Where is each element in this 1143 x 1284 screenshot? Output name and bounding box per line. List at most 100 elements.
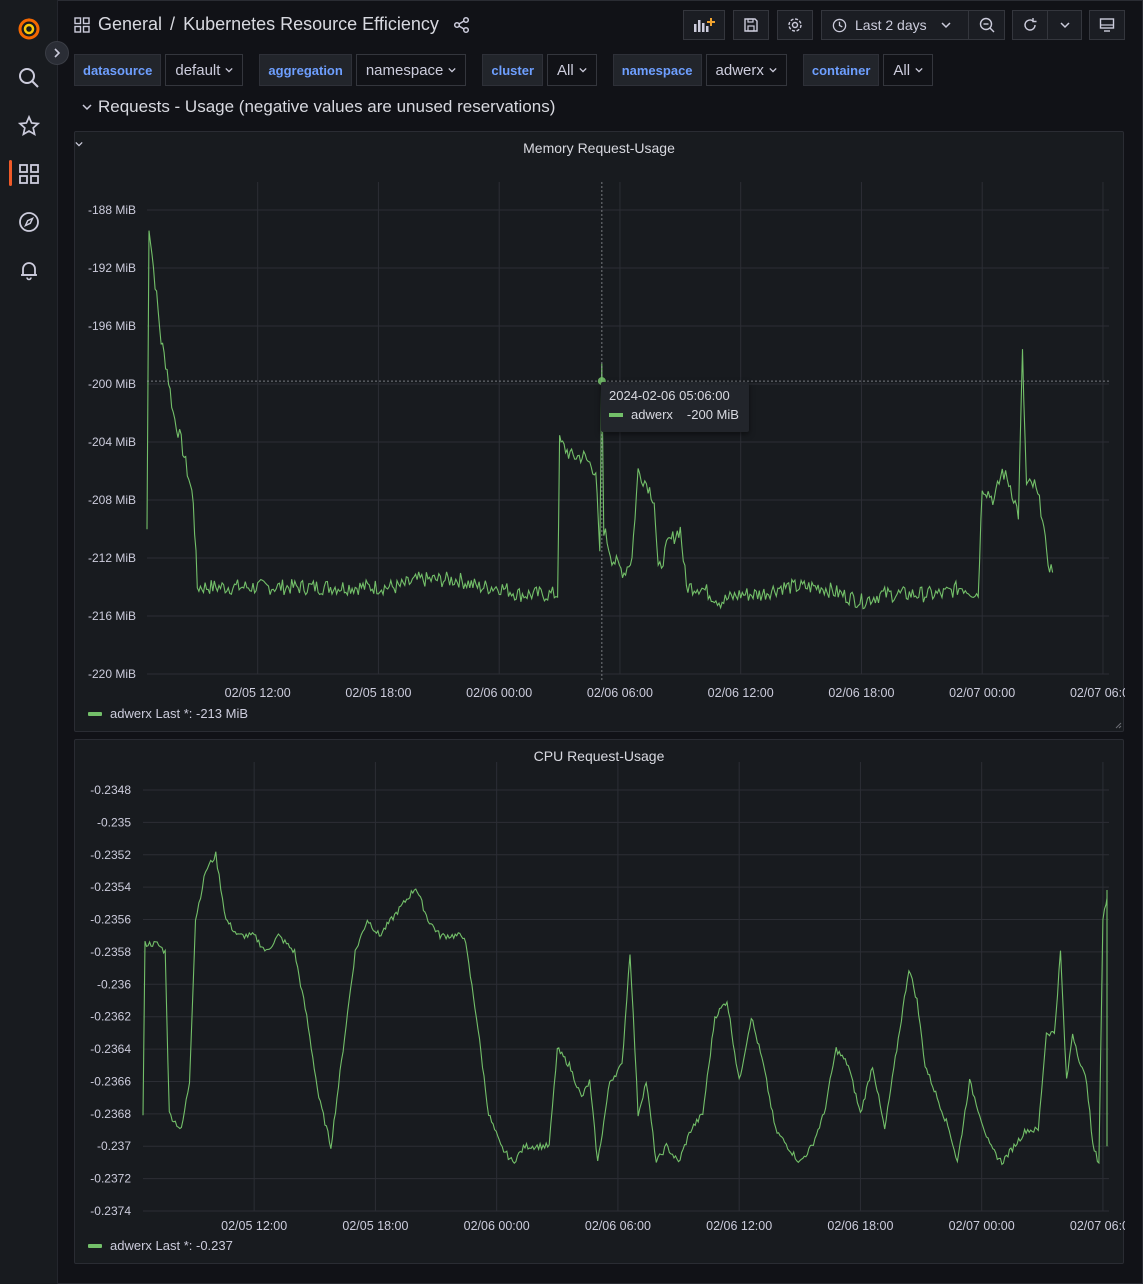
alerting-bell-icon[interactable] (14, 255, 44, 285)
add-panel-button[interactable] (683, 10, 725, 40)
x-tick-label: 02/06 00:00 (466, 686, 532, 700)
resize-handle-icon (1115, 722, 1122, 729)
variable-value: namespace (365, 61, 444, 79)
y-tick-label: -0.2366 (90, 1074, 131, 1088)
chevron-down-icon (448, 67, 457, 73)
tv-mode-button[interactable] (1089, 10, 1125, 40)
cpu-panel[interactable]: CPU Request-Usage -0.2348 -0.235 -0.2352 -0… (74, 739, 1125, 1265)
variable-label-datasource: datasource (74, 54, 162, 86)
variable-select-namespace[interactable]: adwerx (705, 54, 787, 86)
variable-label-container: container (802, 54, 880, 86)
cpu-panel-title: CPU Request-Usage (533, 748, 665, 764)
y-tick-label: -0.2374 (90, 1204, 131, 1218)
template-variables: datasource default aggregation namespace… (74, 54, 934, 86)
x-tick-label: 02/05 12:00 (221, 1219, 287, 1233)
x-tick-label: 02/07 00:00 (949, 1219, 1015, 1233)
tooltip-swatch (609, 412, 623, 417)
y-tick-label: -0.2348 (90, 783, 131, 797)
memory-legend[interactable]: adwerx Last *: -213 MiB (88, 706, 248, 721)
save-dashboard-button[interactable] (733, 10, 769, 40)
explore-compass-icon[interactable] (14, 207, 44, 237)
clock-icon (832, 18, 847, 32)
variable-label-aggregation: aggregation (259, 54, 352, 86)
gear-icon (788, 18, 802, 32)
variable-label-cluster: cluster (482, 54, 544, 86)
cpu-chart[interactable]: -0.2348 -0.235 -0.2352 -0.2354 -0.2356 -0.235… (75, 740, 1125, 1265)
y-tick-label: -212 MiB (88, 551, 136, 565)
search-icon[interactable] (14, 63, 44, 93)
x-tick-label: 02/06 06:00 (585, 1219, 651, 1233)
series-line-adwerx (142, 851, 1108, 1166)
refresh-interval-dropdown[interactable] (1048, 10, 1082, 40)
x-tick-label: 02/05 18:00 (342, 1219, 408, 1233)
y-tick-label: -0.2364 (90, 1042, 131, 1056)
variable-value: All (893, 61, 911, 79)
cpu-legend-text: adwerx Last *: -0.237 (110, 1238, 233, 1253)
x-tick-label: 02/05 18:00 (345, 686, 411, 700)
memory-chart[interactable]: -188 MiB -192 MiB -196 MiB -200 MiB -204 MiB… (75, 132, 1125, 733)
row-title: Requests - Usage (negative values are un… (98, 97, 556, 116)
memory-panel-header[interactable]: Memory Request-Usage (75, 140, 1123, 156)
starred-icon[interactable] (14, 111, 44, 141)
y-tick-label: -208 MiB (88, 493, 136, 507)
cpu-panel-header[interactable]: CPU Request-Usage (75, 748, 1123, 764)
chevron-down-icon (225, 67, 234, 73)
zoom-out-icon (979, 17, 994, 33)
series-line-adwerx (146, 230, 1054, 610)
grafana-logo-icon[interactable] (14, 14, 44, 44)
y-tick-label: -0.2356 (90, 913, 131, 927)
cpu-legend[interactable]: adwerx Last *: -0.237 (88, 1238, 233, 1253)
variable-select-datasource[interactable]: default (165, 54, 244, 86)
refresh-button[interactable] (1012, 10, 1048, 40)
row-header[interactable]: Requests - Usage (negative values are un… (82, 97, 555, 117)
x-tick-label: 02/07 06:00 (1070, 686, 1125, 700)
x-tick-label: 02/06 00:00 (464, 1219, 530, 1233)
variable-value: default (175, 61, 221, 79)
x-tick-label: 02/05 12:00 (225, 686, 291, 700)
legend-swatch (88, 1243, 102, 1248)
top-bar: General / Kubernetes Resource Efficiency… (58, 0, 1143, 52)
memory-panel[interactable]: Memory Request-Usage -188 MiB -192 MiB -19… (74, 131, 1125, 733)
refresh-icon (1024, 18, 1037, 31)
legend-swatch (88, 711, 102, 716)
y-tick-label: -0.2352 (90, 848, 131, 862)
time-range-picker[interactable]: Last 2 days (821, 10, 969, 40)
y-tick-label: -0.2358 (90, 945, 131, 959)
x-tick-label: 02/06 12:00 (708, 686, 774, 700)
y-tick-label: -196 MiB (88, 319, 136, 333)
y-tick-label: -0.2372 (90, 1172, 131, 1186)
variable-select-aggregation[interactable]: namespace (355, 54, 467, 86)
dashboards-icon[interactable] (14, 159, 44, 189)
share-icon[interactable] (453, 16, 471, 34)
chevron-down-icon (915, 67, 923, 73)
y-tick-label: -0.235 (97, 815, 131, 829)
chevron-right-icon (54, 48, 61, 58)
y-tick-label: -220 MiB (88, 667, 136, 681)
breadcrumb: General / Kubernetes Resource Efficiency (74, 14, 471, 35)
x-tick-label: 02/07 06:00 (1070, 1219, 1125, 1233)
zoom-out-button[interactable] (969, 10, 1005, 40)
dashboard-title[interactable]: Kubernetes Resource Efficiency (183, 14, 439, 34)
variable-select-container[interactable]: All (883, 54, 934, 86)
x-tick-label: 02/06 12:00 (706, 1219, 772, 1233)
breadcrumb-separator: / (170, 14, 176, 34)
monitor-icon (1099, 18, 1115, 32)
time-range-label: Last 2 days (855, 17, 927, 33)
chevron-down-icon (75, 141, 83, 147)
y-tick-label: -188 MiB (88, 203, 136, 217)
active-indicator (9, 160, 12, 186)
variable-select-cluster[interactable]: All (547, 54, 597, 86)
x-tick-label: 02/06 18:00 (827, 1219, 893, 1233)
expand-sidebar-button[interactable] (45, 41, 69, 65)
settings-button[interactable] (777, 10, 813, 40)
x-tick-label: 02/06 06:00 (587, 686, 653, 700)
folder-link[interactable]: General (98, 14, 163, 34)
dashboard-grid-icon (74, 16, 90, 33)
variable-value: adwerx (715, 61, 764, 79)
sidebar (0, 0, 58, 1284)
chevron-down-icon (579, 67, 587, 73)
hover-tooltip: 2024-02-06 05:06:00 adwerx -200 MiB (601, 382, 749, 432)
y-tick-label: -204 MiB (88, 435, 136, 449)
save-icon (744, 18, 758, 32)
chevron-down-icon (1059, 22, 1070, 29)
